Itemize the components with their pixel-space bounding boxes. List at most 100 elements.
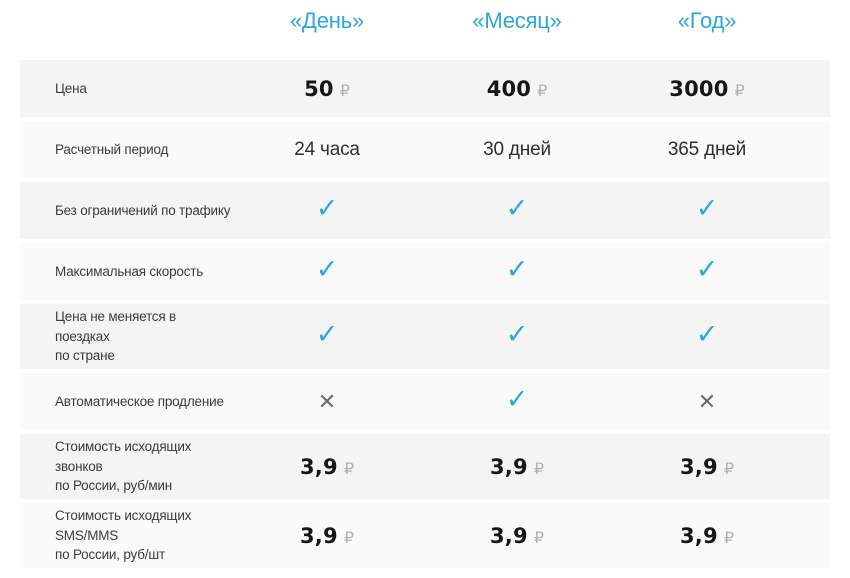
- check-icon: ✓: [505, 319, 529, 349]
- mark-cell-day: ✓: [232, 243, 422, 300]
- column-header-month-label: «Месяц»: [472, 8, 562, 33]
- price-cell-day: 3,9 ₽: [232, 503, 422, 568]
- price-value: 3,9 ₽: [680, 524, 734, 548]
- ruble-sign: ₽: [343, 527, 354, 547]
- table-row-auto-renewal: Автоматическое продление ✕ ✓ ✕: [20, 373, 830, 430]
- row-label: Без ограничений по трафику: [55, 202, 231, 218]
- price-amount: 3000: [669, 76, 729, 101]
- row-label: Стоимость исходящих звонков по России, р…: [55, 439, 192, 494]
- check-icon: ✓: [505, 254, 529, 284]
- cross-icon: ✕: [317, 388, 337, 414]
- row-label-cell: Стоимость исходящих звонков по России, р…: [20, 434, 232, 499]
- table-row-max-speed: Максимальная скорость ✓ ✓ ✓: [20, 243, 830, 300]
- price-value: 3000 ₽: [669, 77, 744, 101]
- column-header-day: «День»: [232, 6, 422, 36]
- mark-cell-month: ✓: [422, 304, 612, 369]
- table-row-outgoing-calls-cost: Стоимость исходящих звонков по России, р…: [20, 434, 830, 499]
- column-header-month: «Месяц»: [422, 6, 612, 36]
- check-icon: ✓: [695, 193, 719, 223]
- price-cell-year: 3000 ₽: [612, 60, 802, 117]
- tariff-comparison-table: «День» «Месяц» «Год» Цена 50 ₽ 40: [20, 6, 830, 572]
- price-value: 50 ₽: [304, 77, 350, 101]
- ruble-sign: ₽: [723, 458, 734, 478]
- period-value: 24 часа: [294, 138, 360, 160]
- check-icon: ✓: [505, 384, 529, 414]
- column-header-year-label: «Год»: [677, 8, 737, 33]
- ruble-sign: ₽: [533, 527, 544, 547]
- price-cell-month: 400 ₽: [422, 60, 612, 117]
- row-label: Автоматическое продление: [55, 393, 224, 409]
- table-row-price: Цена 50 ₽ 400 ₽ 3000 ₽: [20, 60, 830, 117]
- check-icon: ✓: [315, 319, 339, 349]
- price-value: 3,9 ₽: [490, 455, 544, 479]
- mark-cell-year: ✓: [612, 182, 802, 239]
- price-amount: 400: [486, 76, 532, 101]
- table-row-unlimited-traffic: Без ограничений по трафику ✓ ✓ ✓: [20, 182, 830, 239]
- mark-cell-month: ✓: [422, 373, 612, 430]
- check-icon: ✓: [505, 193, 529, 223]
- period-value: 30 дней: [483, 138, 551, 160]
- ruble-sign: ₽: [533, 458, 544, 478]
- mark-cell-year: ✓: [612, 304, 802, 369]
- price-amount: 3,9: [300, 454, 338, 479]
- period-cell-year: 365 дней: [612, 121, 802, 178]
- cross-icon: ✕: [697, 388, 717, 414]
- row-label: Расчетный период: [55, 141, 169, 157]
- price-cell-day: 3,9 ₽: [232, 434, 422, 499]
- mark-cell-day: ✕: [232, 373, 422, 430]
- check-icon: ✓: [695, 254, 719, 284]
- ruble-sign: ₽: [734, 80, 745, 100]
- mark-cell-day: ✓: [232, 182, 422, 239]
- price-value: 3,9 ₽: [680, 455, 734, 479]
- price-amount: 3,9: [490, 454, 528, 479]
- table-row-price-fixed-travel: Цена не меняется в поездках по стране ✓ …: [20, 304, 830, 369]
- row-label-cell: Стоимость исходящих SMS/MMS по России, р…: [20, 503, 232, 568]
- table-row-outgoing-sms-cost: Стоимость исходящих SMS/MMS по России, р…: [20, 503, 830, 568]
- check-icon: ✓: [695, 319, 719, 349]
- row-label-cell: Автоматическое продление: [20, 373, 232, 430]
- row-label-cell: Максимальная скорость: [20, 243, 232, 300]
- row-label: Максимальная скорость: [55, 263, 204, 279]
- mark-cell-month: ✓: [422, 243, 612, 300]
- row-label-cell: Цена: [20, 60, 232, 117]
- price-amount: 3,9: [300, 523, 338, 548]
- table-row-billing-period: Расчетный период 24 часа 30 дней 365 дне…: [20, 121, 830, 178]
- ruble-sign: ₽: [339, 80, 350, 100]
- table-header-row: «День» «Месяц» «Год»: [20, 6, 830, 36]
- row-label: Цена не меняется в поездках по стране: [55, 309, 176, 364]
- row-label-cell: Расчетный период: [20, 121, 232, 178]
- row-label: Цена: [55, 80, 87, 96]
- price-value: 400 ₽: [487, 77, 548, 101]
- price-amount: 3,9: [680, 454, 718, 479]
- row-label-cell: Без ограничений по трафику: [20, 182, 232, 239]
- price-cell-month: 3,9 ₽: [422, 434, 612, 499]
- price-cell-year: 3,9 ₽: [612, 503, 802, 568]
- mark-cell-year: ✕: [612, 373, 802, 430]
- price-cell-day: 50 ₽: [232, 60, 422, 117]
- period-cell-month: 30 дней: [422, 121, 612, 178]
- period-value: 365 дней: [667, 138, 747, 160]
- mark-cell-year: ✓: [612, 243, 802, 300]
- mark-cell-month: ✓: [422, 182, 612, 239]
- price-cell-month: 3,9 ₽: [422, 503, 612, 568]
- column-header-day-label: «День»: [289, 8, 365, 33]
- price-value: 3,9 ₽: [490, 524, 544, 548]
- check-icon: ✓: [315, 254, 339, 284]
- period-cell-day: 24 часа: [232, 121, 422, 178]
- header-label-spacer: [20, 6, 232, 36]
- price-amount: 50: [304, 76, 334, 101]
- row-label: Стоимость исходящих SMS/MMS по России, р…: [55, 508, 192, 563]
- price-value: 3,9 ₽: [300, 455, 354, 479]
- price-cell-year: 3,9 ₽: [612, 434, 802, 499]
- ruble-sign: ₽: [537, 80, 548, 100]
- ruble-sign: ₽: [723, 527, 734, 547]
- check-icon: ✓: [315, 193, 339, 223]
- mark-cell-day: ✓: [232, 304, 422, 369]
- price-amount: 3,9: [680, 523, 718, 548]
- ruble-sign: ₽: [343, 458, 354, 478]
- row-label-cell: Цена не меняется в поездках по стране: [20, 304, 232, 369]
- price-amount: 3,9: [490, 523, 528, 548]
- price-value: 3,9 ₽: [300, 524, 354, 548]
- column-header-year: «Год»: [612, 6, 802, 36]
